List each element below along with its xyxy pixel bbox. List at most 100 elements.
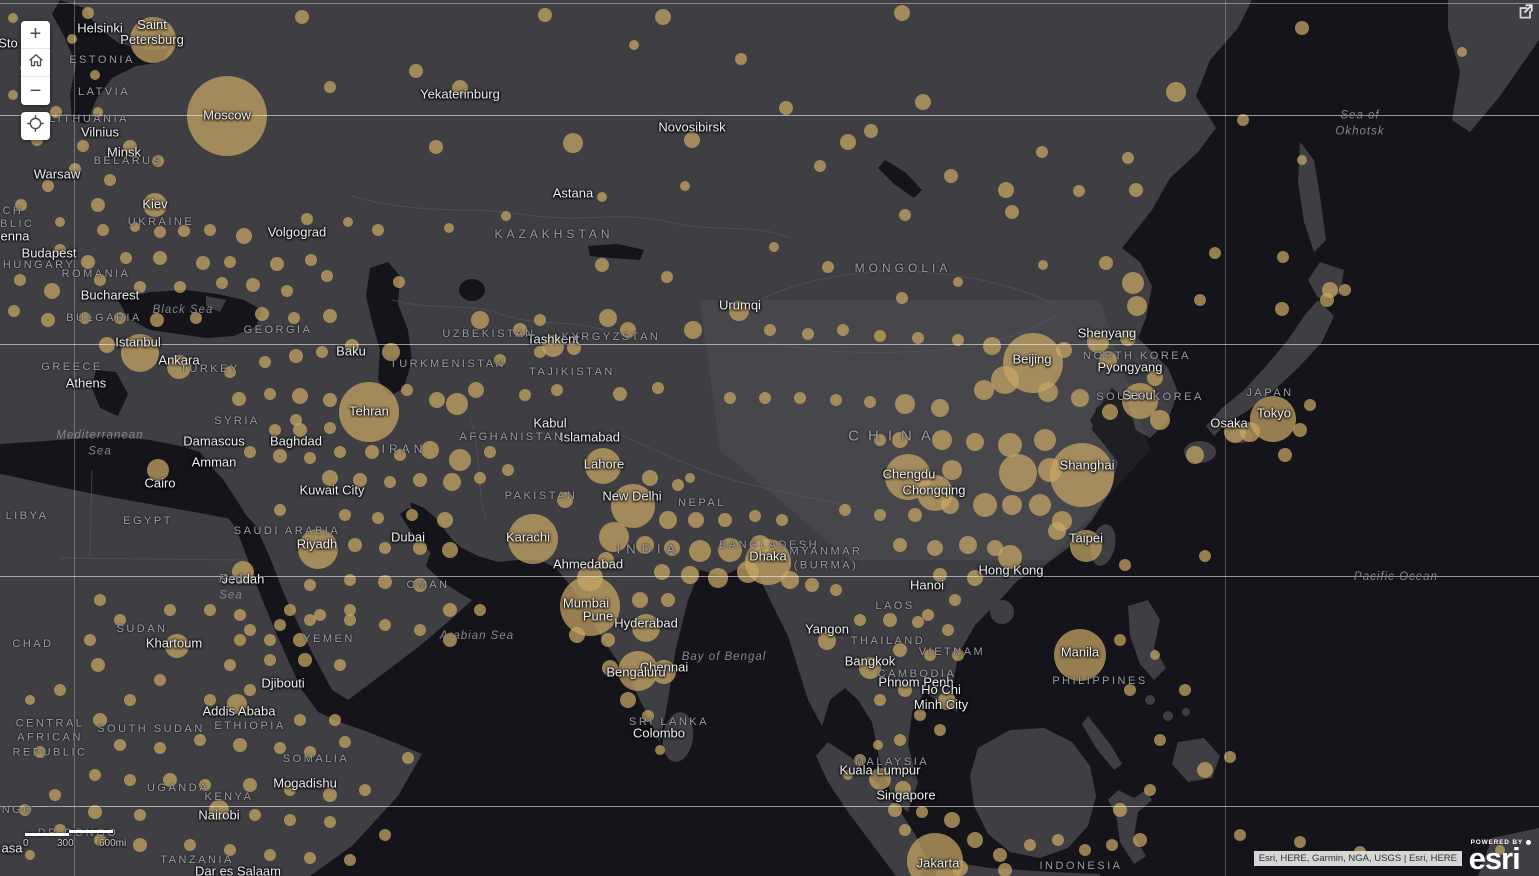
city-population-bubble[interactable] — [305, 254, 317, 266]
city-population-bubble[interactable] — [372, 224, 384, 236]
city-population-bubble[interactable] — [839, 504, 851, 516]
city-population-bubble[interactable] — [442, 542, 458, 558]
city-population-bubble[interactable] — [987, 540, 1003, 556]
city-population-bubble[interactable] — [104, 174, 116, 186]
city-population-bubble[interactable] — [194, 734, 206, 746]
city-population-bubble[interactable] — [661, 271, 673, 283]
city-population-bubble[interactable] — [19, 804, 31, 816]
city-population-bubble[interactable] — [1320, 293, 1334, 307]
city-population-bubble[interactable] — [114, 739, 126, 751]
city-population-bubble[interactable] — [636, 536, 654, 554]
city-population-bubble[interactable] — [190, 312, 202, 324]
city-population-bubble[interactable] — [1144, 784, 1156, 796]
city-population-bubble[interactable] — [8, 305, 20, 317]
city-population-bubble[interactable] — [120, 252, 132, 264]
city-population-bubble[interactable] — [1197, 762, 1213, 778]
city-population-bubble[interactable] — [933, 568, 947, 582]
city-population-bubble[interactable] — [735, 53, 747, 65]
city-population-bubble[interactable] — [864, 396, 876, 408]
city-population-bubble[interactable] — [8, 90, 18, 100]
city-population-bubble[interactable] — [1154, 734, 1166, 746]
city-population-bubble[interactable] — [602, 660, 618, 676]
city-population-bubble[interactable] — [874, 434, 886, 446]
city-population-bubble[interactable] — [269, 424, 281, 436]
city-population-bubble[interactable] — [652, 382, 664, 394]
city-population-bubble[interactable] — [577, 565, 603, 591]
city-population-bubble[interactable] — [611, 484, 655, 528]
city-population-bubble[interactable] — [974, 380, 994, 400]
city-population-bubble[interactable] — [952, 860, 968, 876]
city-population-bubble[interactable] — [684, 132, 700, 148]
city-population-bubble[interactable] — [133, 838, 147, 852]
city-population-bubble[interactable] — [264, 849, 276, 861]
city-population-bubble[interactable] — [888, 803, 902, 817]
city-population-bubble[interactable] — [334, 446, 346, 458]
city-population-bubble[interactable] — [1179, 684, 1191, 696]
city-population-bubble[interactable] — [25, 850, 35, 860]
city-population-bubble[interactable] — [952, 649, 964, 661]
city-population-bubble[interactable] — [79, 312, 91, 324]
city-population-bubble[interactable] — [818, 632, 836, 650]
city-population-bubble[interactable] — [1119, 559, 1131, 571]
city-population-bubble[interactable] — [244, 446, 256, 458]
city-population-bubble[interactable] — [273, 449, 287, 463]
city-population-bubble[interactable] — [290, 414, 302, 426]
city-population-bubble[interactable] — [973, 493, 997, 517]
city-population-bubble[interactable] — [1005, 205, 1019, 219]
city-population-bubble[interactable] — [54, 824, 66, 836]
city-population-bubble[interactable] — [130, 222, 140, 232]
city-population-bubble[interactable] — [77, 140, 89, 152]
city-population-bubble[interactable] — [167, 355, 191, 379]
city-population-bubble[interactable] — [689, 540, 711, 562]
city-population-bubble[interactable] — [1250, 396, 1296, 442]
city-population-bubble[interactable] — [684, 321, 702, 339]
city-population-bubble[interactable] — [301, 213, 313, 225]
city-population-bubble[interactable] — [255, 307, 269, 321]
city-population-bubble[interactable] — [1224, 751, 1236, 763]
city-population-bubble[interactable] — [934, 724, 946, 736]
city-population-bubble[interactable] — [1339, 284, 1351, 296]
city-population-bubble[interactable] — [874, 330, 886, 342]
city-population-bubble[interactable] — [859, 657, 881, 679]
city-population-bubble[interactable] — [601, 633, 615, 647]
city-population-bubble[interactable] — [372, 512, 384, 524]
city-population-bubble[interactable] — [114, 312, 126, 324]
city-population-bubble[interactable] — [50, 106, 62, 118]
city-population-bubble[interactable] — [1079, 844, 1091, 856]
city-population-bubble[interactable] — [97, 224, 109, 236]
city-population-bubble[interactable] — [822, 261, 834, 273]
city-population-bubble[interactable] — [655, 745, 665, 755]
city-population-bubble[interactable] — [1054, 629, 1106, 681]
city-population-bubble[interactable] — [314, 609, 326, 621]
city-population-bubble[interactable] — [1186, 446, 1204, 464]
city-population-bubble[interactable] — [1166, 82, 1186, 102]
city-population-bubble[interactable] — [124, 694, 136, 706]
city-population-bubble[interactable] — [931, 399, 949, 417]
city-population-bubble[interactable] — [114, 614, 126, 626]
city-population-bubble[interactable] — [895, 394, 915, 414]
city-population-bubble[interactable] — [154, 674, 166, 686]
city-population-bubble[interactable] — [88, 805, 102, 819]
city-population-bubble[interactable] — [94, 594, 106, 606]
city-population-bubble[interactable] — [999, 454, 1037, 492]
city-population-bubble[interactable] — [924, 649, 936, 661]
city-population-bubble[interactable] — [153, 251, 167, 265]
city-population-bubble[interactable] — [776, 514, 788, 526]
city-population-bubble[interactable] — [912, 616, 924, 628]
city-population-bubble[interactable] — [959, 536, 977, 554]
city-population-bubble[interactable] — [898, 683, 912, 697]
city-population-bubble[interactable] — [944, 812, 960, 828]
city-population-bubble[interactable] — [899, 209, 911, 221]
city-population-bubble[interactable] — [585, 448, 621, 484]
city-population-bubble[interactable] — [908, 508, 922, 522]
city-population-bubble[interactable] — [993, 848, 1007, 862]
city-population-bubble[interactable] — [244, 624, 256, 636]
city-population-bubble[interactable] — [55, 217, 65, 227]
city-population-bubble[interactable] — [1133, 833, 1147, 847]
city-population-bubble[interactable] — [840, 134, 856, 150]
open-in-new-window-button[interactable] — [1516, 3, 1534, 21]
city-population-bubble[interactable] — [393, 276, 405, 288]
city-population-bubble[interactable] — [446, 393, 468, 415]
city-population-bubble[interactable] — [620, 322, 636, 338]
city-population-bubble[interactable] — [344, 574, 356, 586]
